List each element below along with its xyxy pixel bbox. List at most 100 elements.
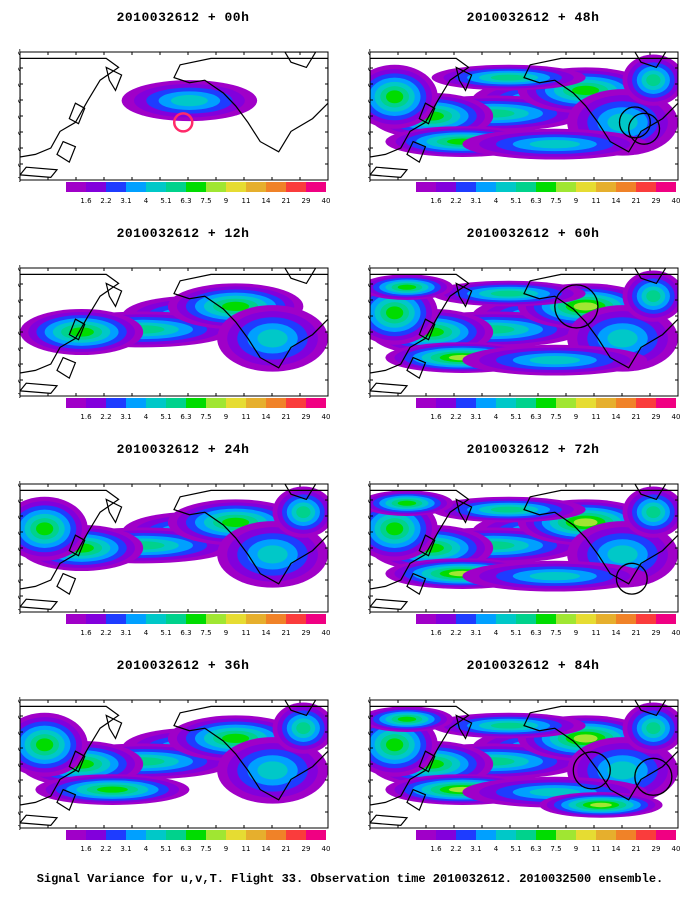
panel-title: 2010032612 + 00h [116, 10, 250, 25]
lat-tick-label: 30N [18, 344, 21, 353]
lat-tick-label: 80N [368, 48, 371, 57]
variance-contour [257, 329, 288, 348]
colorbar-swatch [86, 614, 106, 624]
colorbar-label: 14 [612, 413, 621, 421]
colorbar-label: 14 [262, 845, 271, 853]
map-panel: 2010032612 + 60h 80E100E120E140E160E18016… [368, 226, 698, 431]
coastline [105, 498, 123, 524]
colorbar: 1.6 2.2 3.1 4 5.1 6.3 7.5 9 11 14 21 29 40 [416, 182, 681, 205]
colorbar-label: 14 [612, 845, 621, 853]
colorbar-label: 11 [242, 629, 251, 637]
colorbar-swatch [186, 398, 206, 408]
colorbar-label: 40 [322, 413, 331, 421]
lat-tick-label: 20N [18, 792, 21, 801]
coastline [455, 66, 473, 92]
target-circle [615, 562, 648, 595]
lat-tick-label: 50N [18, 312, 21, 321]
lat-tick-label: 80N [368, 264, 371, 273]
lat-tick-label: EQ [368, 176, 371, 182]
colorbar-label: 5.1 [510, 197, 521, 205]
variance-contour [222, 733, 250, 744]
colorbar-swatch [186, 614, 206, 624]
lat-tick-label: 60N [18, 512, 21, 521]
colorbar-label: 40 [672, 845, 681, 853]
colorbar-swatch [596, 614, 616, 624]
colorbar-swatch [246, 614, 266, 624]
map-panel: 2010032612 + 24h 80E100E120E140E160E18016… [18, 442, 348, 647]
variance-contour [257, 545, 288, 564]
colorbar-swatch [226, 614, 246, 624]
colorbar-label: 29 [652, 845, 661, 853]
colorbar-swatch [66, 182, 86, 192]
lat-tick-label: EQ [368, 824, 371, 830]
colorbar-swatch [226, 830, 246, 840]
panel-title: 2010032612 + 24h [116, 442, 250, 457]
lat-tick-label: 40N [18, 328, 21, 337]
colorbar: 1.6 2.2 3.1 4 5.1 6.3 7.5 9 11 14 21 29 40 [416, 398, 680, 421]
variance-contour [386, 738, 404, 752]
colorbar-swatch [656, 182, 676, 192]
colorbar-swatch [126, 614, 146, 624]
coastline [634, 700, 667, 717]
lat-tick-label: 50N [368, 528, 371, 537]
coastline [634, 484, 667, 501]
colorbar-swatch [306, 614, 326, 624]
lat-tick-label: 40N [18, 760, 21, 769]
colorbar-label: 6.3 [180, 629, 191, 637]
variance-map: 80E100E120E140E160E180160W140W120W100W80… [18, 48, 329, 182]
colorbar-swatch [186, 182, 206, 192]
variance-contour [607, 329, 638, 348]
colorbar-swatch [86, 182, 106, 192]
colorbar-label: 5.1 [160, 197, 171, 205]
colorbar-label: 21 [282, 197, 291, 205]
target-circle [572, 751, 611, 790]
colorbar-label: 3.1 [120, 413, 131, 421]
colorbar-label: 1.6 [430, 845, 442, 853]
colorbar: 1.6 2.2 3.1 4 5.1 6.3 7.5 9 11 14 21 29 40 [66, 830, 330, 853]
variance-map: 80E100E120E140E160E180160W140W120W100W80… [18, 480, 329, 614]
colorbar-swatch [496, 830, 516, 840]
lat-tick-label: 60N [368, 512, 371, 521]
variance-contour [607, 761, 638, 780]
colorbar-label: 14 [612, 629, 621, 637]
colorbar-label: 14 [612, 197, 621, 205]
colorbar-label: 1.6 [80, 413, 92, 421]
lat-tick-label: 40N [368, 112, 371, 121]
colorbar-label: 40 [672, 197, 681, 205]
target-circle [618, 106, 651, 139]
variance-contour [646, 74, 661, 87]
colorbar-label: 11 [592, 197, 601, 205]
colorbar-swatch [146, 182, 166, 192]
colorbar-label: 2.2 [100, 845, 111, 853]
panel-title: 2010032612 + 72h [466, 442, 600, 457]
colorbar-swatch [306, 182, 326, 192]
coastline [20, 166, 59, 179]
colorbar-label: 9 [574, 413, 578, 421]
colorbar-swatch [616, 614, 636, 624]
colorbar-swatch [206, 614, 226, 624]
lat-tick-label: 70N [368, 64, 371, 73]
colorbar-swatch [266, 398, 286, 408]
colorbar-swatch [616, 830, 636, 840]
coastline [284, 52, 317, 69]
colorbar-label: 2.2 [450, 629, 461, 637]
colorbar-swatch [476, 614, 496, 624]
lat-tick-label: EQ [368, 392, 371, 398]
coastline [455, 714, 473, 740]
coastline [406, 788, 427, 811]
colorbar-swatch [206, 398, 226, 408]
map-panel: 2010032612 + 00h 80E100E120E140E160E18016… [18, 10, 348, 215]
colorbar-swatch [436, 614, 456, 624]
lat-tick-label: 40N [368, 760, 371, 769]
lat-tick-label: 50N [18, 744, 21, 753]
coastline [523, 705, 678, 801]
colorbar-swatch [636, 614, 656, 624]
colorbar-label: 11 [592, 413, 601, 421]
lat-tick-label: 30N [368, 560, 371, 569]
colorbar-swatch [456, 830, 476, 840]
colorbar-swatch [186, 830, 206, 840]
variance-contour [529, 571, 580, 581]
panel-title: 2010032612 + 36h [116, 658, 250, 673]
colorbar-label: 5.1 [510, 845, 521, 853]
variance-contour [607, 113, 638, 132]
